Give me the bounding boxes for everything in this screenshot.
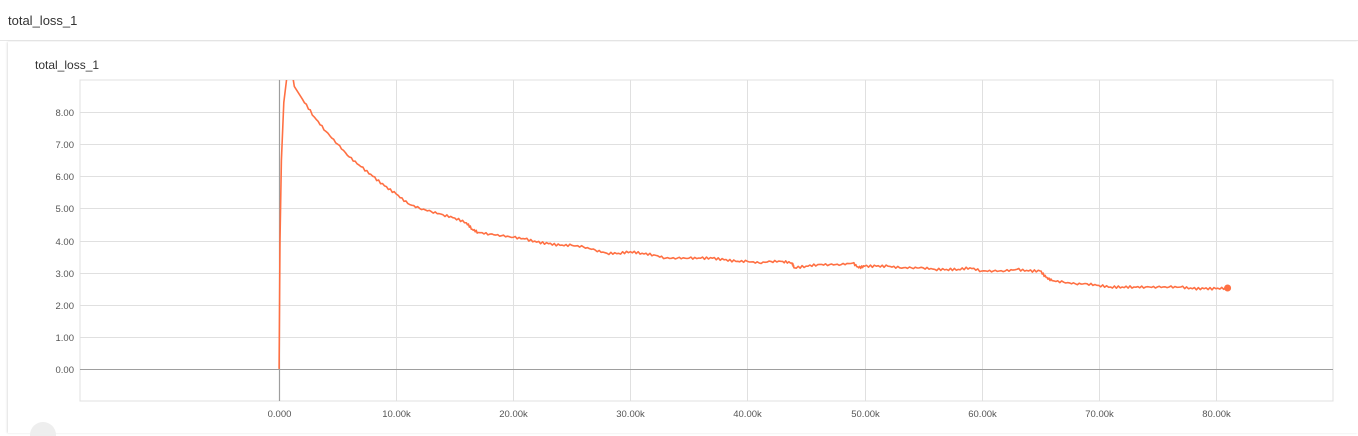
y-tick-label: 1.00: [56, 333, 75, 344]
y-tick-label: 5.00: [56, 204, 75, 215]
chart-title: total_loss_1: [35, 58, 100, 72]
x-tick-label: 80.00k: [1202, 409, 1231, 420]
x-tick-label: 40.00k: [733, 409, 762, 420]
section-title: total_loss_1: [8, 13, 78, 28]
x-tick-label: 0.000: [268, 409, 292, 420]
y-tick-label: 0.00: [56, 365, 75, 376]
y-tick-label: 3.00: [56, 269, 75, 280]
x-tick-label: 50.00k: [851, 409, 880, 420]
x-tick-label: 60.00k: [968, 409, 997, 420]
y-tick-label: 6.00: [56, 172, 75, 183]
x-tick-label: 10.00k: [382, 409, 411, 420]
x-tick-label: 70.00k: [1085, 409, 1114, 420]
series-last-point: [1224, 284, 1232, 292]
series-line: [278, 80, 1228, 369]
chart-svg: 0.00 1.00 2.00 3.00 4.00 5.00 6.00 7.00 8.00 0.00…: [56, 79, 1334, 420]
chart-card: total_loss_1 0.00 1.00 2.00 3.00 4.00 5.00 6.0…: [8, 42, 1358, 436]
x-tick-label: 30.00k: [616, 409, 645, 420]
plot-border: [79, 79, 1334, 402]
section-header: total_loss_1: [0, 0, 1358, 41]
y-tick-label: 8.00: [56, 108, 75, 119]
y-tick-label: 7.00: [56, 140, 75, 151]
x-tick-label: 20.00k: [499, 409, 528, 420]
y-tick-label: 2.00: [56, 301, 75, 312]
y-tick-label: 4.00: [56, 237, 75, 248]
